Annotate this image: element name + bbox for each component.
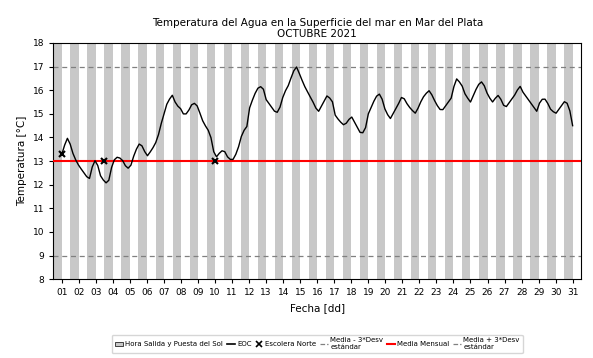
Bar <box>258 43 266 279</box>
X-axis label: Fecha [dd]: Fecha [dd] <box>290 303 345 313</box>
Bar <box>317 43 326 279</box>
Bar <box>198 43 206 279</box>
Bar <box>505 43 513 279</box>
Y-axis label: Temperatura [°C]: Temperatura [°C] <box>17 116 27 206</box>
Bar <box>113 43 122 279</box>
Bar <box>249 43 258 279</box>
Bar <box>564 43 573 279</box>
Bar <box>79 43 87 279</box>
Bar <box>190 43 198 279</box>
Bar <box>62 43 71 279</box>
Bar <box>522 43 530 279</box>
Bar <box>538 43 547 279</box>
Bar <box>351 43 360 279</box>
Bar <box>326 43 334 279</box>
Bar <box>71 43 79 279</box>
Title: Temperatura del Agua en la Superficie del mar en Mar del Plata
OCTUBRE 2021: Temperatura del Agua en la Superficie de… <box>152 18 483 39</box>
Bar <box>292 43 300 279</box>
Bar <box>581 43 589 279</box>
Bar <box>283 43 292 279</box>
Bar <box>496 43 505 279</box>
Bar <box>454 43 462 279</box>
Bar <box>104 43 113 279</box>
Bar <box>173 43 181 279</box>
Bar <box>394 43 403 279</box>
Bar <box>266 43 275 279</box>
Bar <box>445 43 454 279</box>
Bar <box>122 43 130 279</box>
Bar <box>385 43 394 279</box>
Bar <box>556 43 564 279</box>
Bar <box>139 43 147 279</box>
Bar <box>215 43 224 279</box>
Bar <box>96 43 104 279</box>
Bar <box>470 43 479 279</box>
Bar <box>300 43 309 279</box>
Bar <box>309 43 317 279</box>
Bar <box>130 43 139 279</box>
Bar <box>462 43 470 279</box>
Bar <box>573 43 581 279</box>
Bar <box>343 43 351 279</box>
Bar <box>403 43 411 279</box>
Legend: Hora Salida y Puesta del Sol, EOC, Escolera Norte, Media - 3*Desv
estándar, Medi: Hora Salida y Puesta del Sol, EOC, Escol… <box>112 335 522 353</box>
Bar <box>181 43 190 279</box>
Bar <box>419 43 428 279</box>
Bar <box>428 43 436 279</box>
Bar <box>479 43 487 279</box>
Bar <box>530 43 538 279</box>
Bar <box>147 43 155 279</box>
Bar <box>275 43 283 279</box>
Bar <box>436 43 445 279</box>
Bar <box>513 43 522 279</box>
Bar <box>224 43 232 279</box>
Bar <box>87 43 96 279</box>
Bar <box>206 43 215 279</box>
Bar <box>377 43 385 279</box>
Bar <box>164 43 173 279</box>
Bar <box>589 43 593 279</box>
Bar <box>547 43 556 279</box>
Bar <box>368 43 377 279</box>
Bar <box>360 43 368 279</box>
Bar <box>232 43 241 279</box>
Bar <box>487 43 496 279</box>
Bar <box>241 43 249 279</box>
Bar <box>411 43 419 279</box>
Bar <box>53 43 62 279</box>
Bar <box>334 43 343 279</box>
Bar <box>155 43 164 279</box>
